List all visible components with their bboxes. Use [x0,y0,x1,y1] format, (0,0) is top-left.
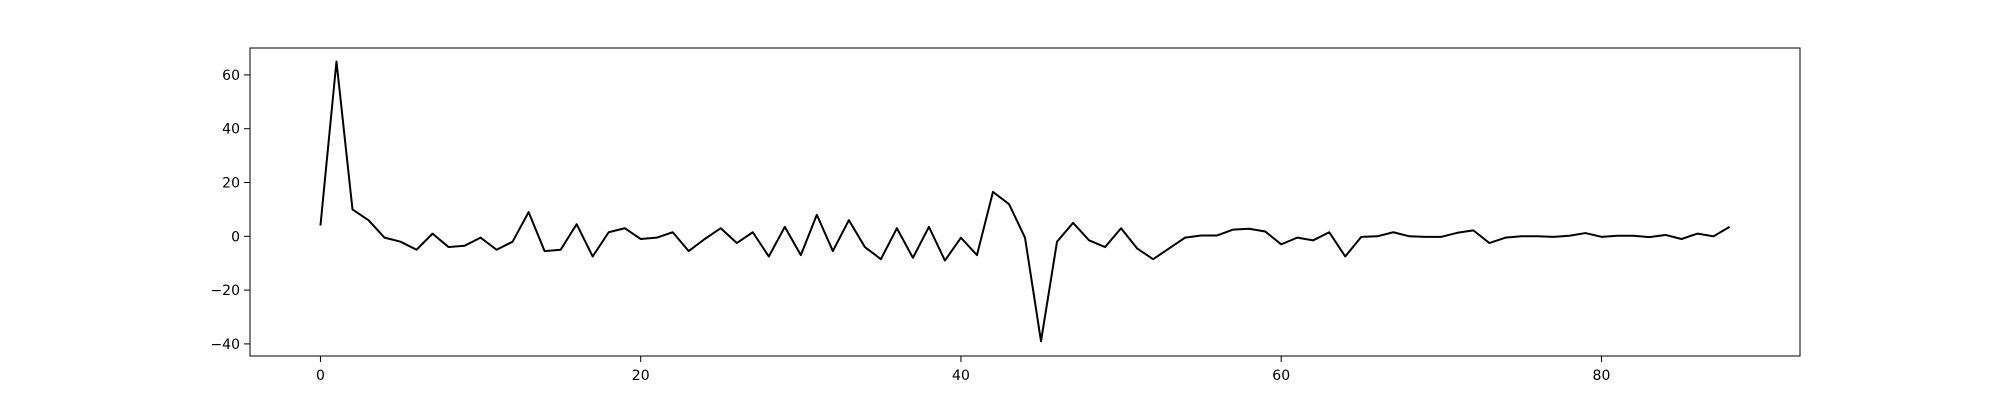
series-line-0 [319,60,1731,343]
plot-frame [249,47,1801,357]
y-axis: −40 −20 0 20 40 60 [210,68,250,353]
y-tick-label: −40 [210,337,240,353]
x-tick-label: 80 [1593,368,1611,384]
x-tick-label: 40 [952,368,970,384]
plot-area [319,60,1731,343]
y-tick-label: 20 [222,175,240,191]
x-tick-label: 20 [632,368,650,384]
y-tick-label: 60 [222,68,240,84]
x-axis: 0 20 40 60 80 [316,356,1610,384]
x-tick-label: 0 [316,368,325,384]
x-tick-label: 60 [1272,368,1290,384]
y-tick-label: 40 [222,122,240,138]
y-tick-label: 0 [231,229,240,245]
y-tick-label: −20 [210,283,240,299]
